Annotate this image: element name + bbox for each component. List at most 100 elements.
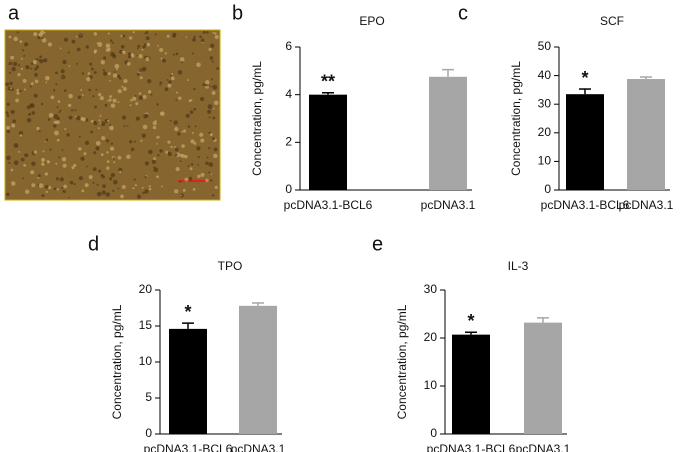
cell [20, 67, 24, 70]
cell [80, 156, 85, 161]
cell [44, 184, 49, 189]
cell [138, 95, 143, 100]
cell [30, 82, 34, 86]
cell [107, 119, 110, 122]
cell [30, 67, 33, 70]
y-tick-label: 2 [285, 135, 292, 149]
cell [77, 95, 82, 100]
cell [153, 167, 159, 173]
cell [137, 44, 141, 48]
cell [178, 96, 182, 100]
cell [47, 42, 52, 47]
cell [212, 137, 216, 141]
cell [93, 32, 98, 36]
cell [130, 53, 134, 56]
x-tick-label: pcDNA3.1 [231, 442, 286, 452]
cell [45, 81, 48, 84]
cell [56, 188, 59, 191]
cell [73, 182, 76, 186]
cell [89, 75, 93, 79]
cell [187, 125, 191, 128]
cell [10, 55, 15, 60]
cell [190, 99, 193, 101]
cell [103, 71, 108, 76]
cell [20, 157, 25, 162]
cell [173, 120, 178, 125]
cell [43, 58, 48, 63]
y-tick-label: 30 [424, 282, 438, 296]
cell [41, 194, 45, 198]
cell [5, 192, 10, 197]
y-tick-label: 0 [430, 426, 437, 440]
cell [13, 143, 19, 148]
cell [156, 175, 159, 179]
cell [58, 111, 61, 114]
cell [19, 134, 23, 137]
cell [84, 183, 89, 188]
cell [52, 89, 56, 92]
cell [40, 102, 44, 106]
cell [8, 161, 11, 165]
cell [159, 47, 164, 53]
bar [429, 76, 467, 190]
cell [117, 100, 120, 103]
cell [180, 194, 182, 197]
cell [200, 38, 205, 43]
cell [5, 111, 9, 115]
cell [177, 132, 181, 136]
cell [46, 160, 50, 164]
cell [128, 52, 131, 56]
cell [193, 142, 197, 145]
cell [73, 163, 77, 168]
cell [41, 38, 47, 43]
cell [211, 78, 214, 81]
cell [144, 32, 146, 35]
cell [95, 146, 100, 151]
cell [53, 114, 59, 119]
cell [41, 162, 45, 166]
cell [142, 45, 146, 49]
cell [61, 149, 64, 151]
cell [39, 58, 44, 64]
cell [211, 91, 216, 95]
cell [120, 44, 125, 49]
cell [18, 131, 24, 136]
cell [26, 117, 32, 123]
cell [86, 77, 91, 82]
cell [141, 186, 144, 189]
cell [81, 72, 85, 75]
cell [98, 92, 102, 97]
cell [132, 31, 135, 34]
cell [92, 181, 95, 184]
cell [145, 56, 150, 62]
cell [121, 185, 126, 189]
cell [32, 59, 37, 65]
panel-label: c [458, 2, 468, 24]
cell [116, 68, 118, 71]
cell [45, 75, 50, 81]
panel-label: b [232, 2, 243, 24]
cell [21, 49, 25, 52]
cell [205, 80, 210, 85]
cell [104, 119, 109, 123]
cell [63, 184, 67, 189]
cell [170, 145, 173, 149]
cell [109, 79, 112, 82]
cell [211, 85, 214, 88]
cell [101, 121, 106, 127]
cell [119, 170, 122, 174]
y-tick-label: 0 [544, 182, 551, 196]
cell [61, 157, 67, 162]
significance-label: ** [321, 72, 335, 92]
bar [309, 94, 347, 190]
cell [171, 73, 174, 76]
cell [126, 61, 131, 66]
cell [129, 140, 133, 144]
cell [156, 135, 160, 140]
cell [67, 51, 70, 54]
cell [152, 125, 157, 130]
cell [95, 88, 98, 91]
cell [55, 83, 58, 86]
x-tick-label: pcDNA3.1 [421, 198, 476, 212]
cell [193, 35, 196, 39]
